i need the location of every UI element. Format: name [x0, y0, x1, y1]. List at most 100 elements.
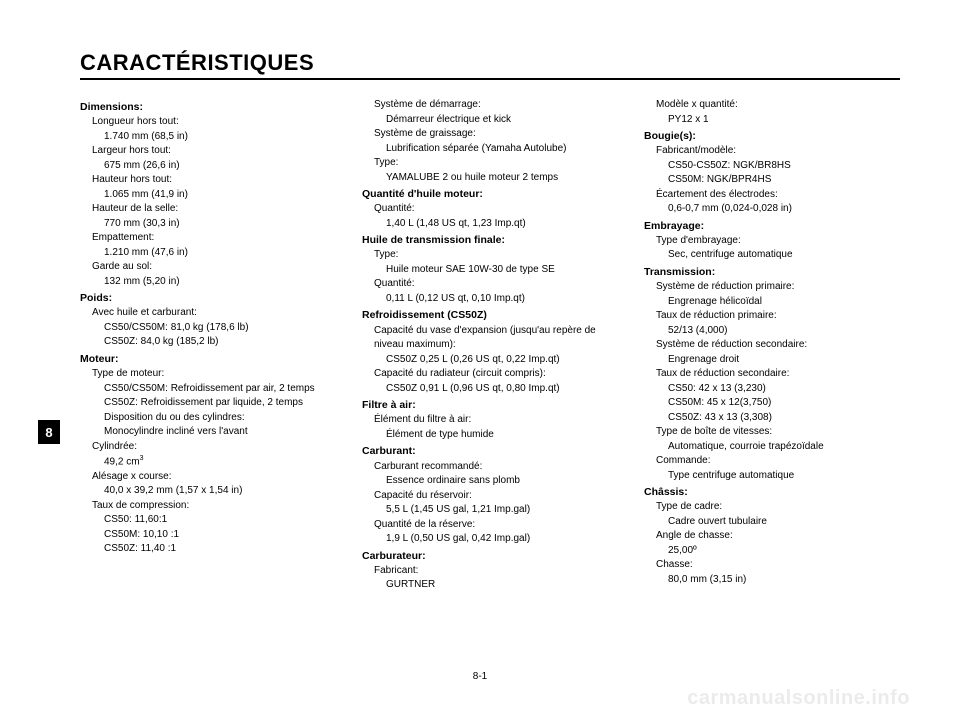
- value-boug-ecart: 0,6-0,7 mm (0,024-0,028 in): [668, 202, 900, 217]
- section-chassis: Châssis:: [644, 485, 900, 500]
- label-taux-compression: Taux de compression:: [92, 499, 336, 514]
- label-garde: Garde au sol:: [92, 260, 336, 275]
- section-tab: 8: [38, 420, 60, 444]
- label-carb-cap: Capacité du réservoir:: [374, 489, 618, 504]
- section-huile-trans: Huile de transmission finale:: [362, 233, 618, 248]
- page-number: 8-1: [0, 671, 960, 682]
- value-modele-qte: PY12 x 1: [668, 113, 900, 128]
- label-boug-ecart: Écartement des électrodes:: [656, 188, 900, 203]
- page: 8 CARACTÉRISTIQUES Dimensions: Longueur …: [0, 0, 960, 718]
- value-chas-angle: 25,00º: [668, 544, 900, 559]
- label-cylindree: Cylindrée:: [92, 440, 336, 455]
- section-qte-huile: Quantité d'huile moteur:: [362, 187, 618, 202]
- label-ref-rad: Capacité du radiateur (circuit compris):: [374, 367, 618, 382]
- label-type-huile: Type:: [374, 156, 618, 171]
- value-graissage: Lubrification séparée (Yamaha Autolube): [386, 142, 618, 157]
- column-3: Modèle x quantité: PY12 x 1 Bougie(s): F…: [644, 98, 900, 593]
- value-cylindree: 49,2 cm3: [104, 454, 336, 470]
- watermark: carmanualsonline.info: [687, 687, 910, 710]
- value-longueur: 1.740 mm (68,5 in): [104, 130, 336, 145]
- label-trans-bv: Type de boîte de vitesses:: [656, 425, 900, 440]
- label-poids: Avec huile et carburant:: [92, 306, 336, 321]
- label-alesage: Alésage x course:: [92, 470, 336, 485]
- label-htf-type: Type:: [374, 248, 618, 263]
- value-taux-3: CS50Z: 11,40 :1: [104, 542, 336, 557]
- title-rule: CARACTÉRISTIQUES: [80, 50, 900, 80]
- label-largeur: Largeur hors tout:: [92, 144, 336, 159]
- value-htf-type: Huile moteur SAE 10W-30 de type SE: [386, 263, 618, 278]
- value-trans-tp: 52/13 (4,000): [668, 324, 900, 339]
- value-disposition: Monocylindre incliné vers l'avant: [104, 425, 336, 440]
- value-type-huile: YAMALUBE 2 ou huile moteur 2 temps: [386, 171, 618, 186]
- value-trans-sp: Engrenage hélicoïdal: [668, 295, 900, 310]
- section-bougies: Bougie(s):: [644, 129, 900, 144]
- label-carb-rec: Carburant recommandé:: [374, 460, 618, 475]
- value-type-moteur-2: CS50Z: Refroidissement par liquide, 2 te…: [104, 396, 336, 411]
- label-trans-cmd: Commande:: [656, 454, 900, 469]
- value-trans-bv: Automatique, courroie trapézoïdale: [668, 440, 900, 455]
- value-qte-huile: 1,40 L (1,48 US qt, 1,23 Imp.qt): [386, 217, 618, 232]
- value-poids-2: CS50Z: 84,0 kg (185,2 lb): [104, 335, 336, 350]
- columns: Dimensions: Longueur hors tout: 1.740 mm…: [80, 98, 900, 593]
- value-carb-res: 1,9 L (0,50 US gal, 0,42 Imp.gal): [386, 532, 618, 547]
- value-selle: 770 mm (30,3 in): [104, 217, 336, 232]
- value-alesage: 40,0 x 39,2 mm (1,57 x 1,54 in): [104, 484, 336, 499]
- section-dimensions: Dimensions:: [80, 100, 336, 115]
- label-boug-fab: Fabricant/modèle:: [656, 144, 900, 159]
- section-moteur: Moteur:: [80, 352, 336, 367]
- label-filtre: Élément du filtre à air:: [374, 413, 618, 428]
- section-filtre: Filtre à air:: [362, 398, 618, 413]
- value-cylindree-num: 49,2 cm: [104, 456, 140, 467]
- label-htf-qte: Quantité:: [374, 277, 618, 292]
- label-modele-qte: Modèle x quantité:: [656, 98, 900, 113]
- label-trans-sp: Système de réduction primaire:: [656, 280, 900, 295]
- value-taux-2: CS50M: 10,10 :1: [104, 528, 336, 543]
- value-boug-fab-2: CS50M: NGK/BPR4HS: [668, 173, 900, 188]
- label-chas-chasse: Chasse:: [656, 558, 900, 573]
- label-carb-res: Quantité de la réserve:: [374, 518, 618, 533]
- value-carb-rec: Essence ordinaire sans plomb: [386, 474, 618, 489]
- value-demarrage: Démarreur électrique et kick: [386, 113, 618, 128]
- value-boug-fab-1: CS50-CS50Z: NGK/BR8HS: [668, 159, 900, 174]
- label-hauteur: Hauteur hors tout:: [92, 173, 336, 188]
- value-garde: 132 mm (5,20 in): [104, 275, 336, 290]
- value-carbu-fab: GURTNER: [386, 578, 618, 593]
- value-ref-vase: CS50Z 0,25 L (0,26 US qt, 0,22 Imp.qt): [386, 353, 618, 368]
- value-trans-ts-3: CS50Z: 43 x 13 (3,308): [668, 411, 900, 426]
- value-chas-chasse: 80,0 mm (3,15 in): [668, 573, 900, 588]
- value-filtre: Élément de type humide: [386, 428, 618, 443]
- label-graissage: Système de graissage:: [374, 127, 618, 142]
- value-trans-cmd: Type centrifuge automatique: [668, 469, 900, 484]
- label-qte-huile: Quantité:: [374, 202, 618, 217]
- section-tab-number: 8: [45, 425, 52, 440]
- page-title: CARACTÉRISTIQUES: [80, 50, 900, 76]
- label-type-moteur: Type de moteur:: [92, 367, 336, 382]
- label-demarrage: Système de démarrage:: [374, 98, 618, 113]
- section-carburant: Carburant:: [362, 444, 618, 459]
- label-selle: Hauteur de la selle:: [92, 202, 336, 217]
- value-htf-qte: 0,11 L (0,12 US qt, 0,10 Imp.qt): [386, 292, 618, 307]
- section-refroidissement: Refroidissement (CS50Z): [362, 308, 618, 323]
- section-poids: Poids:: [80, 291, 336, 306]
- label-trans-tp: Taux de réduction primaire:: [656, 309, 900, 324]
- value-type-moteur-1: CS50/CS50M: Refroidissement par air, 2 t…: [104, 382, 336, 397]
- label-embrayage: Type d'embrayage:: [656, 234, 900, 249]
- column-2: Système de démarrage: Démarreur électriq…: [362, 98, 618, 593]
- label-carbu-fab: Fabricant:: [374, 564, 618, 579]
- value-cylindree-exp: 3: [140, 455, 144, 462]
- value-poids-1: CS50/CS50M: 81,0 kg (178,6 lb): [104, 321, 336, 336]
- label-chas-angle: Angle de chasse:: [656, 529, 900, 544]
- label-longueur: Longueur hors tout:: [92, 115, 336, 130]
- label-chas-cadre: Type de cadre:: [656, 500, 900, 515]
- value-embrayage: Sec, centrifuge automatique: [668, 248, 900, 263]
- value-carb-cap: 5,5 L (1,45 US gal, 1,21 Imp.gal): [386, 503, 618, 518]
- value-trans-ss: Engrenage droit: [668, 353, 900, 368]
- value-trans-ts-1: CS50: 42 x 13 (3,230): [668, 382, 900, 397]
- label-disposition: Disposition du ou des cylindres:: [104, 411, 336, 426]
- value-chas-cadre: Cadre ouvert tubulaire: [668, 515, 900, 530]
- label-trans-ss: Système de réduction secondaire:: [656, 338, 900, 353]
- value-hauteur: 1.065 mm (41,9 in): [104, 188, 336, 203]
- column-1: Dimensions: Longueur hors tout: 1.740 mm…: [80, 98, 336, 593]
- label-ref-vase: Capacité du vase d'expansion (jusqu'au r…: [374, 324, 618, 353]
- value-trans-ts-2: CS50M: 45 x 12(3,750): [668, 396, 900, 411]
